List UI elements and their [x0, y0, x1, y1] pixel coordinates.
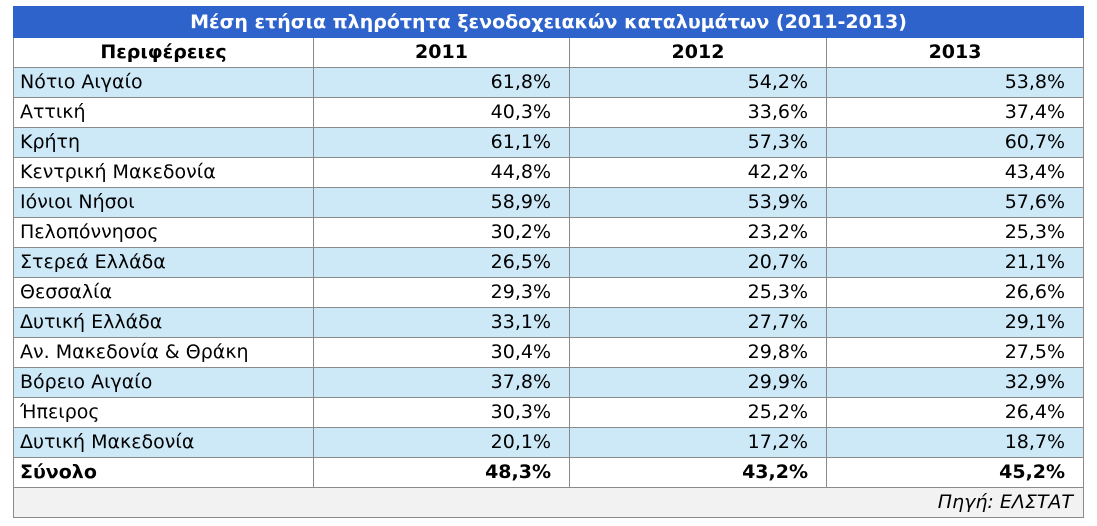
occupancy-value-cell: 37,4% — [825, 97, 1085, 128]
occupancy-value-cell: 44,8% — [313, 157, 570, 188]
occupancy-value-cell: 25,3% — [825, 217, 1085, 248]
table-row: Νότιο Αιγαίο 61,8% 54,2% 53,8% — [13, 67, 1085, 98]
occupancy-value-cell: 43,4% — [825, 157, 1085, 188]
occupancy-table: Μέση ετήσια πληρότητα ξενοδοχειακών κατα… — [12, 6, 1085, 518]
occupancy-value-cell: 60,7% — [825, 127, 1085, 158]
occupancy-value-cell: 53,9% — [569, 187, 827, 218]
occupancy-value-cell: 33,1% — [313, 307, 570, 338]
header-regions: Περιφέρειες — [13, 37, 314, 68]
occupancy-value-cell: 53,8% — [825, 67, 1085, 98]
occupancy-value-cell: 26,4% — [825, 397, 1085, 428]
table-row: Κρήτη 61,1% 57,3% 60,7% — [13, 127, 1085, 158]
table-row: Πελοπόννησος 30,2% 23,2% 25,3% — [13, 217, 1085, 248]
region-name-cell: Νότιο Αιγαίο — [13, 67, 314, 98]
total-value-cell: 48,3% — [313, 457, 570, 488]
occupancy-value-cell: 18,7% — [825, 427, 1085, 458]
occupancy-value-cell: 23,2% — [569, 217, 827, 248]
occupancy-value-cell: 29,9% — [569, 367, 827, 398]
occupancy-value-cell: 61,1% — [313, 127, 570, 158]
occupancy-value-cell: 54,2% — [569, 67, 827, 98]
occupancy-value-cell: 27,7% — [569, 307, 827, 338]
occupancy-value-cell: 27,5% — [825, 337, 1085, 368]
table-row: Δυτική Μακεδονία 20,1% 17,2% 18,7% — [13, 427, 1085, 458]
region-name-cell: Πελοπόννησος — [13, 217, 314, 248]
region-name-cell: Στερεά Ελλάδα — [13, 247, 314, 278]
occupancy-value-cell: 20,1% — [313, 427, 570, 458]
region-name-cell: Βόρειο Αιγαίο — [13, 367, 314, 398]
occupancy-value-cell: 17,2% — [569, 427, 827, 458]
table-row: Αττική 40,3% 33,6% 37,4% — [13, 97, 1085, 128]
occupancy-value-cell: 26,6% — [825, 277, 1085, 308]
occupancy-value-cell: 29,8% — [569, 337, 827, 368]
region-name-cell: Ιόνιοι Νήσοι — [13, 187, 314, 218]
region-name-cell: Δυτική Μακεδονία — [13, 427, 314, 458]
occupancy-value-cell: 25,3% — [569, 277, 827, 308]
region-name-cell: Ήπειρος — [13, 397, 314, 428]
total-value-cell: 43,2% — [569, 457, 827, 488]
occupancy-value-cell: 32,9% — [825, 367, 1085, 398]
occupancy-value-cell: 42,2% — [569, 157, 827, 188]
region-name-cell: Κρήτη — [13, 127, 314, 158]
occupancy-value-cell: 26,5% — [313, 247, 570, 278]
table-row: Κεντρική Μακεδονία 44,8% 42,2% 43,4% — [13, 157, 1085, 188]
table-row: Ήπειρος 30,3% 25,2% 26,4% — [13, 397, 1085, 428]
occupancy-value-cell: 61,8% — [313, 67, 570, 98]
total-label-cell: Σύνολο — [13, 457, 314, 488]
region-name-cell: Αν. Μακεδονία & Θράκη — [13, 337, 314, 368]
occupancy-value-cell: 30,3% — [313, 397, 570, 428]
table-row: Αν. Μακεδονία & Θράκη 30,4% 29,8% 27,5% — [13, 337, 1085, 368]
occupancy-value-cell: 40,3% — [313, 97, 570, 128]
occupancy-value-cell: 29,3% — [313, 277, 570, 308]
table-title-row: Μέση ετήσια πληρότητα ξενοδοχειακών κατα… — [12, 6, 1085, 38]
occupancy-value-cell: 57,3% — [569, 127, 827, 158]
occupancy-value-cell: 21,1% — [825, 247, 1085, 278]
table-row: Στερεά Ελλάδα 26,5% 20,7% 21,1% — [13, 247, 1085, 278]
header-2013: 2013 — [825, 37, 1085, 68]
occupancy-value-cell: 33,6% — [569, 97, 827, 128]
occupancy-value-cell: 57,6% — [825, 187, 1085, 218]
total-row: Σύνολο 48,3% 43,2% 45,2% — [13, 457, 1085, 488]
occupancy-value-cell: 30,4% — [313, 337, 570, 368]
table-row: Δυτική Ελλάδα 33,1% 27,7% 29,1% — [13, 307, 1085, 338]
table-row: Βόρειο Αιγαίο 37,8% 29,9% 32,9% — [13, 367, 1085, 398]
region-name-cell: Δυτική Ελλάδα — [13, 307, 314, 338]
table-title: Μέση ετήσια πληρότητα ξενοδοχειακών κατα… — [12, 6, 1085, 38]
header-2011: 2011 — [313, 37, 570, 68]
occupancy-value-cell: 30,2% — [313, 217, 570, 248]
source-row: Πηγή: ΕΛΣΤΑΤ — [12, 487, 1085, 518]
header-2012: 2012 — [569, 37, 827, 68]
occupancy-value-cell: 20,7% — [569, 247, 827, 278]
occupancy-value-cell: 37,8% — [313, 367, 570, 398]
occupancy-value-cell: 58,9% — [313, 187, 570, 218]
table-row: Ιόνιοι Νήσοι 58,9% 53,9% 57,6% — [13, 187, 1085, 218]
source-note: Πηγή: ΕΛΣΤΑΤ — [12, 487, 1085, 518]
occupancy-table-container: Μέση ετήσια πληρότητα ξενοδοχειακών κατα… — [12, 6, 1085, 518]
occupancy-value-cell: 29,1% — [825, 307, 1085, 338]
region-name-cell: Αττική — [13, 97, 314, 128]
region-name-cell: Θεσσαλία — [13, 277, 314, 308]
region-name-cell: Κεντρική Μακεδονία — [13, 157, 314, 188]
occupancy-value-cell: 25,2% — [569, 397, 827, 428]
table-header-row: Περιφέρειες 2011 2012 2013 — [13, 37, 1085, 68]
total-value-cell: 45,2% — [825, 457, 1085, 488]
table-row: Θεσσαλία 29,3% 25,3% 26,6% — [13, 277, 1085, 308]
